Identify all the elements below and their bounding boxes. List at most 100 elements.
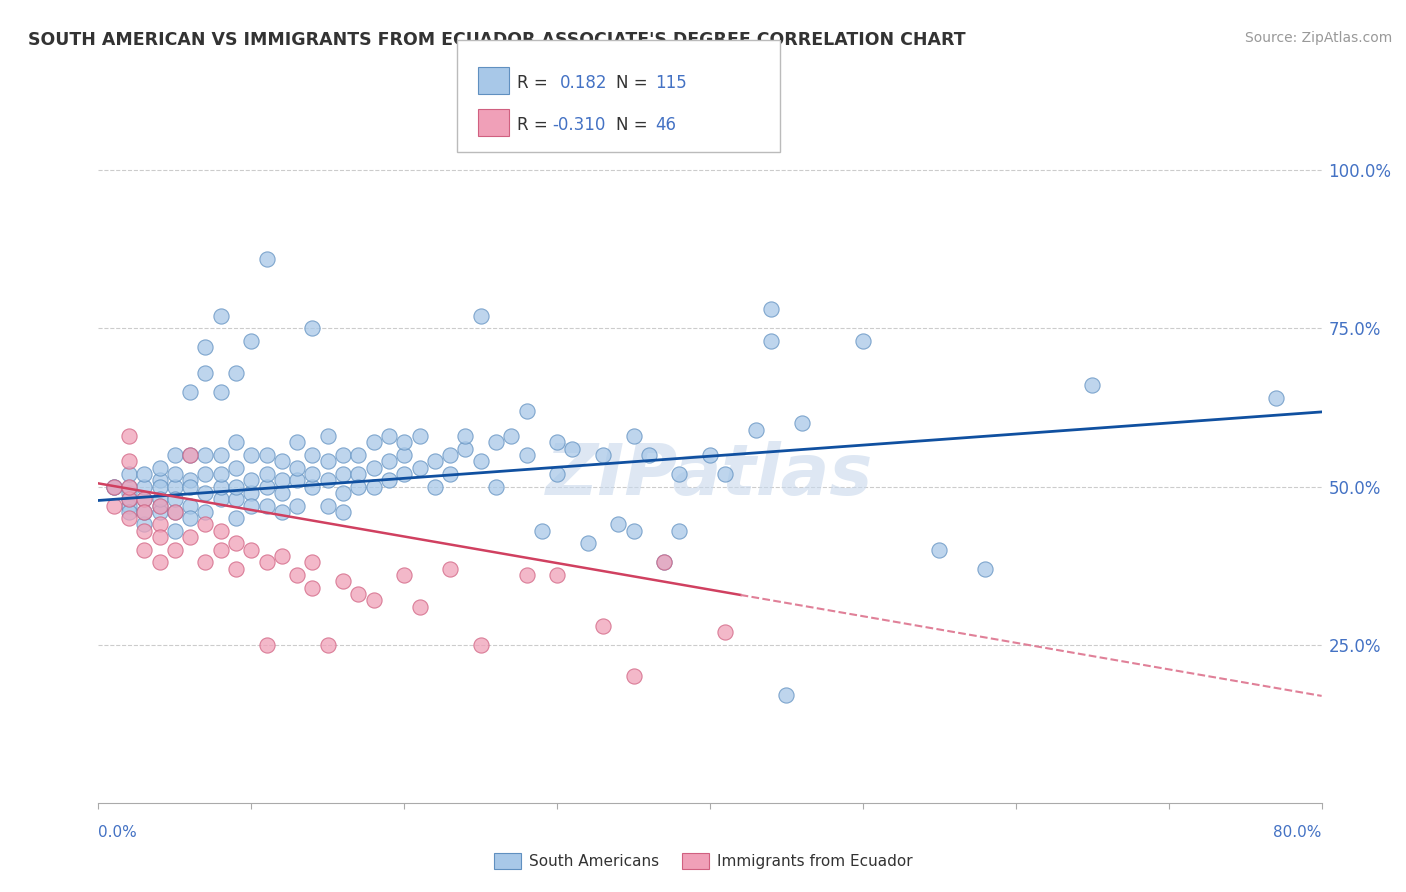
Point	[301, 479, 323, 493]
Point	[225, 511, 247, 525]
Point	[149, 479, 172, 493]
Point	[118, 492, 141, 507]
Point	[209, 384, 232, 399]
Point	[118, 492, 141, 507]
Point	[163, 505, 186, 519]
Point	[392, 435, 416, 450]
Point	[576, 536, 599, 550]
Text: 0.182: 0.182	[560, 74, 607, 92]
Point	[103, 499, 125, 513]
Point	[270, 486, 292, 500]
Point	[225, 492, 247, 507]
Point	[134, 517, 156, 532]
Text: 46: 46	[655, 116, 676, 134]
Point	[118, 479, 141, 493]
Point	[118, 429, 141, 443]
Point	[363, 593, 385, 607]
Point	[118, 454, 141, 468]
Point	[332, 448, 354, 462]
Point	[332, 467, 354, 481]
Point	[714, 467, 737, 481]
Point	[194, 448, 217, 462]
Point	[134, 467, 156, 481]
Point	[332, 505, 354, 519]
Point	[149, 530, 172, 544]
Text: -0.310: -0.310	[553, 116, 606, 134]
Point	[408, 460, 430, 475]
Point	[285, 499, 308, 513]
Point	[134, 492, 156, 507]
Point	[163, 467, 186, 481]
Point	[285, 568, 308, 582]
Point	[652, 556, 675, 570]
Point	[485, 479, 508, 493]
Point	[225, 479, 247, 493]
Point	[363, 435, 385, 450]
Point	[179, 384, 201, 399]
Point	[470, 638, 492, 652]
Point	[332, 486, 354, 500]
Point	[285, 473, 308, 487]
Point	[256, 448, 278, 462]
Point	[316, 499, 339, 513]
Point	[225, 536, 247, 550]
Point	[240, 486, 263, 500]
Point	[149, 492, 172, 507]
Point	[209, 448, 232, 462]
Point	[470, 454, 492, 468]
Text: 80.0%: 80.0%	[1274, 825, 1322, 840]
Point	[301, 448, 323, 462]
Point	[209, 309, 232, 323]
Point	[668, 467, 690, 481]
Text: ZIPatlas: ZIPatlas	[547, 442, 873, 510]
Point	[1081, 378, 1104, 392]
Point	[378, 473, 401, 487]
Point	[149, 460, 172, 475]
Point	[209, 492, 232, 507]
Point	[759, 334, 782, 348]
Point	[118, 467, 141, 481]
Point	[194, 486, 217, 500]
Point	[103, 479, 125, 493]
Point	[392, 467, 416, 481]
Point	[270, 549, 292, 563]
Point	[592, 448, 614, 462]
Point	[408, 429, 430, 443]
Point	[637, 448, 661, 462]
Point	[516, 568, 538, 582]
Text: 115: 115	[655, 74, 688, 92]
Point	[301, 321, 323, 335]
Point	[561, 442, 583, 456]
Point	[194, 517, 217, 532]
Point	[759, 302, 782, 317]
Point	[240, 473, 263, 487]
Text: SOUTH AMERICAN VS IMMIGRANTS FROM ECUADOR ASSOCIATE'S DEGREE CORRELATION CHART: SOUTH AMERICAN VS IMMIGRANTS FROM ECUADO…	[28, 31, 966, 49]
Point	[103, 479, 125, 493]
Point	[623, 669, 645, 683]
Point	[546, 435, 568, 450]
Point	[316, 638, 339, 652]
Point	[714, 625, 737, 640]
Point	[118, 511, 141, 525]
Point	[134, 524, 156, 538]
Point	[225, 366, 247, 380]
Point	[179, 473, 201, 487]
Point	[623, 429, 645, 443]
Point	[240, 334, 263, 348]
Point	[134, 505, 156, 519]
Point	[118, 486, 141, 500]
Point	[118, 479, 141, 493]
Point	[256, 638, 278, 652]
Point	[163, 492, 186, 507]
Point	[546, 467, 568, 481]
Point	[439, 467, 461, 481]
Point	[347, 479, 370, 493]
Point	[209, 467, 232, 481]
Point	[454, 429, 477, 443]
Point	[485, 435, 508, 450]
Point	[163, 479, 186, 493]
Point	[301, 581, 323, 595]
Point	[194, 366, 217, 380]
Point	[301, 556, 323, 570]
Point	[316, 473, 339, 487]
